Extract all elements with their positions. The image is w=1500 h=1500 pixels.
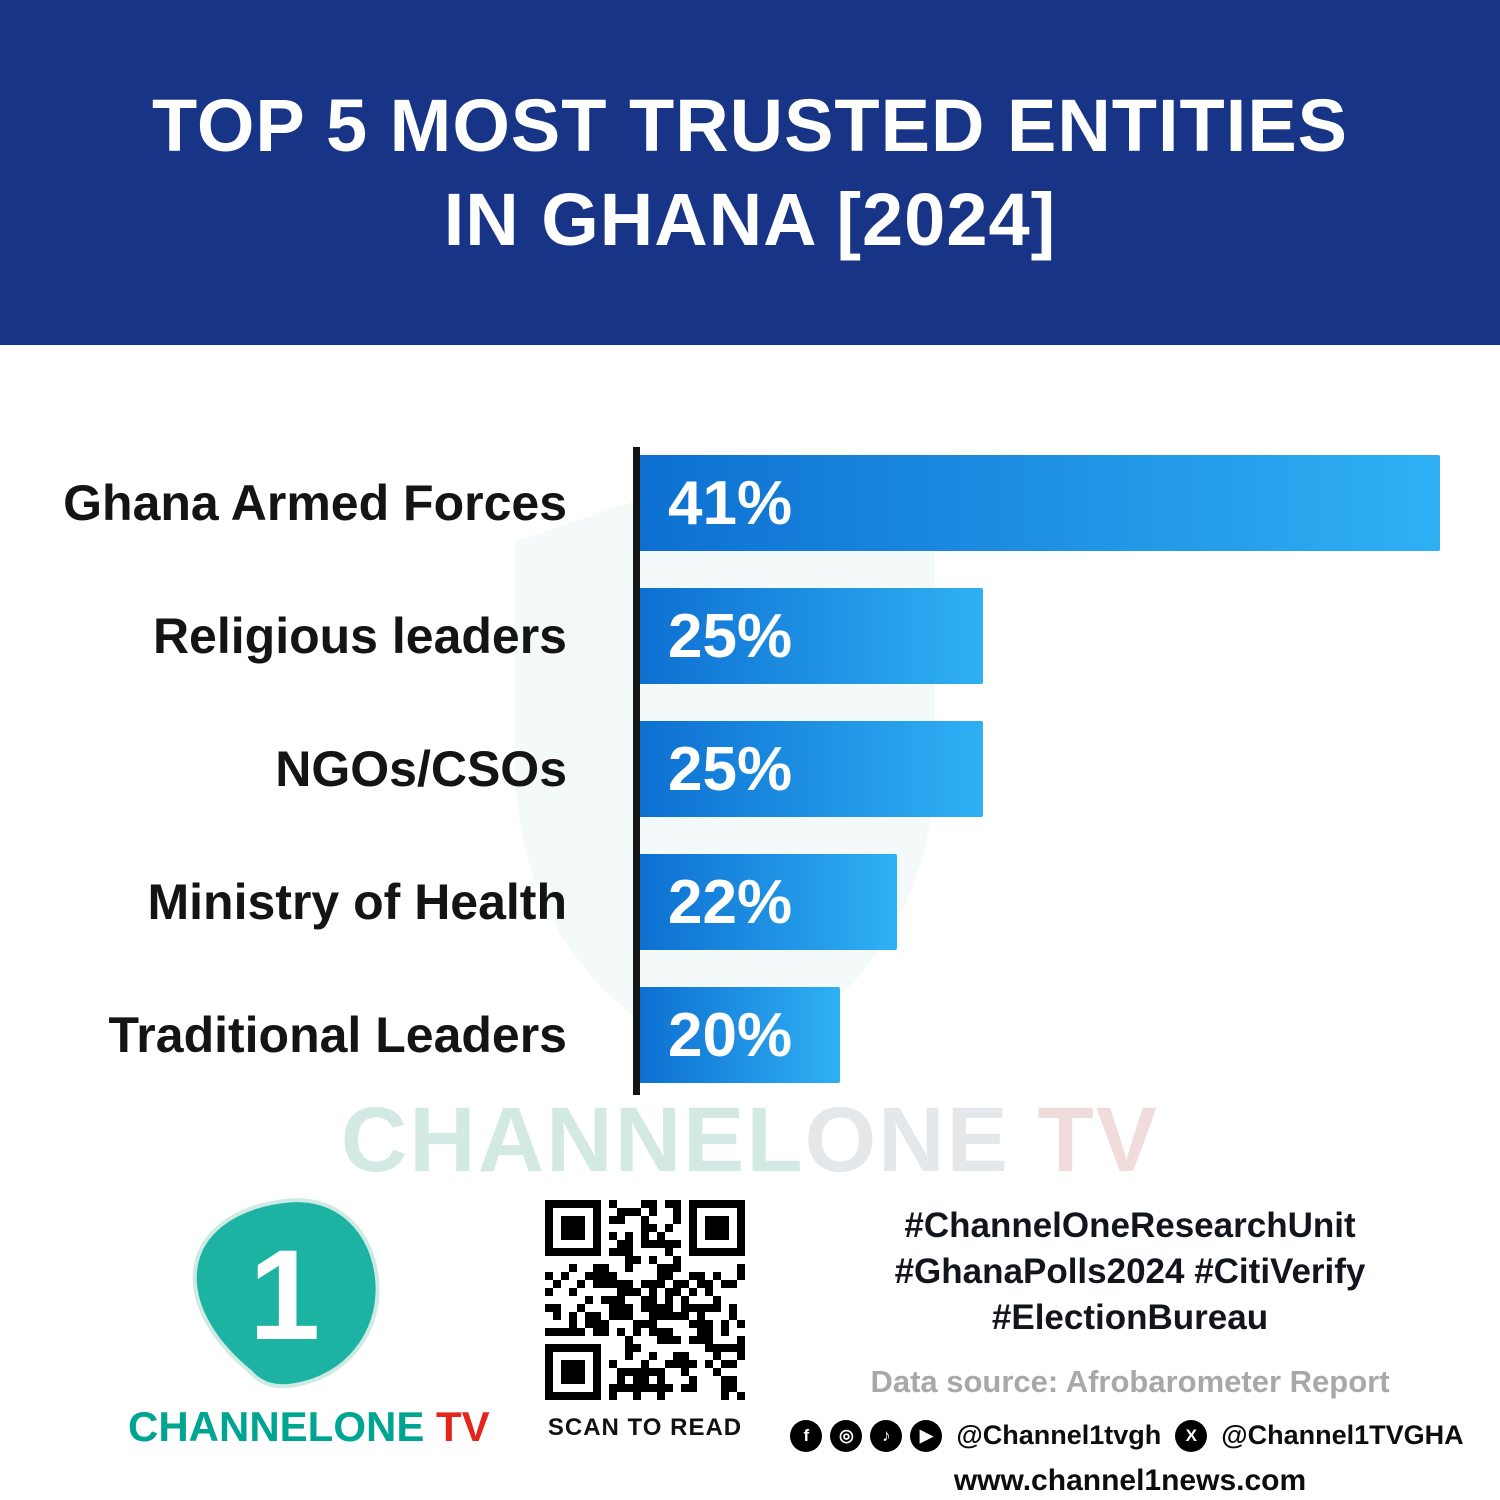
category-label: Ghana Armed Forces — [63, 475, 567, 531]
brand-text-watermark: CHANNELONE TV — [0, 1088, 1500, 1193]
header-banner: TOP 5 MOST TRUSTED ENTITIES IN GHANA [20… — [0, 0, 1500, 345]
qr-block: SCAN TO READ — [545, 1200, 745, 1442]
bar-track: 25% — [640, 588, 1440, 684]
bar: 25% — [640, 721, 983, 817]
website-url: www.channel1news.com — [953, 1463, 1307, 1497]
value-label: 41% — [668, 468, 793, 538]
bar: 20% — [640, 987, 840, 1083]
bar-track: 20% — [640, 987, 1440, 1083]
page-title-line2: IN GHANA [2024] — [443, 177, 1057, 261]
bar: 25% — [640, 588, 983, 684]
facebook-icon: f — [790, 1419, 823, 1452]
category-label: NGOs/CSOs — [275, 741, 567, 797]
brand-channelone: CHANNELONE — [128, 1403, 425, 1450]
value-label: 22% — [668, 867, 793, 937]
bar-track: 41% — [640, 455, 1440, 551]
footer-info-block: #ChannelOneResearchUnit #GhanaPolls2024 … — [790, 1203, 1464, 1498]
watermark-part3: TV — [1010, 1089, 1160, 1191]
logo-numeral: 1 — [249, 1224, 320, 1367]
category-label: Religious leaders — [152, 608, 567, 664]
page-title-line1: TOP 5 MOST TRUSTED ENTITIES — [151, 84, 1349, 168]
watermark-part2: ONE — [804, 1089, 1010, 1191]
chart-axis — [633, 447, 640, 1095]
chart-row: Traditional Leaders 20% — [0, 987, 1440, 1083]
channel-one-logo-block: 1 CHANNELONE TV — [128, 1190, 490, 1451]
watermark-part1: CHANNEL — [340, 1089, 805, 1191]
chart-row: Ghana Armed Forces 41% — [0, 455, 1440, 551]
value-label: 25% — [668, 601, 793, 671]
chart-rows: Ghana Armed Forces 41% Religious leaders… — [0, 455, 1440, 1083]
bar-track: 25% — [640, 721, 1440, 817]
x-icon: X — [1175, 1419, 1208, 1452]
bar: 41% — [640, 455, 1440, 551]
bar-track: 22% — [640, 854, 1440, 950]
hashtags-line2: #GhanaPolls2024 #CitiVerify — [894, 1252, 1366, 1292]
value-label: 25% — [668, 734, 793, 804]
channel-one-logo-icon: 1 — [192, 1198, 380, 1389]
tiktok-icon: ♪ — [870, 1419, 903, 1452]
qr-caption: SCAN TO READ — [547, 1414, 743, 1441]
hashtags-line1: #ChannelOneResearchUnit — [904, 1206, 1356, 1245]
value-label: 20% — [668, 1000, 793, 1070]
chart-row: Religious leaders 25% — [0, 588, 1440, 684]
instagram-icon: ◎ — [830, 1419, 863, 1452]
hashtags-line3: #ElectionBureau — [991, 1298, 1269, 1338]
category-label: Traditional Leaders — [108, 1007, 567, 1063]
brand-tv: TV — [424, 1403, 490, 1450]
category-label: Ministry of Health — [147, 874, 567, 930]
data-source-text: Data source: Afrobarometer Report — [870, 1363, 1390, 1399]
youtube-icon: ▶ — [910, 1419, 943, 1452]
social-handle-main: @Channel1tvgh — [956, 1420, 1162, 1451]
bar: 22% — [640, 854, 898, 950]
brand-wordmark: CHANNELONE TV — [128, 1403, 490, 1451]
chart-row: Ministry of Health 22% — [0, 854, 1440, 950]
chart-row: NGOs/CSOs 25% — [0, 721, 1440, 817]
qr-code — [545, 1200, 745, 1400]
social-handle-x: @Channel1TVGHA — [1221, 1420, 1464, 1451]
social-row: f ◎ ♪ ▶ @Channel1tvgh X @Channel1TVGHA — [790, 1419, 1464, 1452]
